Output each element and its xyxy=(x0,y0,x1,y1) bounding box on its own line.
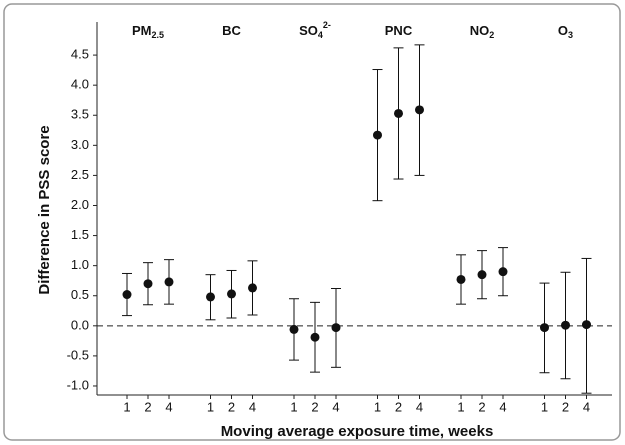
group-label-sup: 2- xyxy=(323,20,331,30)
point xyxy=(331,323,341,333)
x-tick-label: 1 xyxy=(123,399,130,414)
x-tick-label: 1 xyxy=(541,399,548,414)
x-tick-label: 1 xyxy=(290,399,297,414)
y-tick-label: -1.0 xyxy=(67,377,89,392)
point xyxy=(248,283,257,293)
point xyxy=(394,108,403,118)
group-label: NO2 xyxy=(470,23,495,40)
y-tick-label: 1.0 xyxy=(71,257,89,272)
x-tick-label: 4 xyxy=(416,399,423,414)
y-tick-label: 0.0 xyxy=(71,317,89,332)
group-label-sub: 2.5 xyxy=(151,30,164,40)
group-label-sub: 2 xyxy=(489,30,494,40)
y-tick-label: 3.0 xyxy=(71,137,89,152)
group-label-name: PM xyxy=(132,23,152,38)
x-tick-label: 4 xyxy=(332,399,339,414)
point xyxy=(456,274,466,284)
y-tick-label: 2.0 xyxy=(71,197,89,212)
point xyxy=(227,289,236,299)
y-tick-label: 3.5 xyxy=(71,107,89,122)
point xyxy=(582,320,591,330)
point xyxy=(289,324,299,334)
frame xyxy=(3,3,621,441)
x-tick-label: 2 xyxy=(311,399,318,414)
x-tick-label: 2 xyxy=(395,399,402,414)
point xyxy=(561,320,570,330)
y-axis-title: Difference in PSS score xyxy=(36,125,53,294)
point xyxy=(143,279,153,289)
x-tick-label: 2 xyxy=(228,399,235,414)
x-tick-label: 4 xyxy=(499,399,506,414)
group-label-name: SO xyxy=(299,23,318,38)
group-label: O3 xyxy=(558,23,573,40)
y-tick-label: 0.5 xyxy=(71,287,89,302)
y-tick-label: -0.5 xyxy=(67,347,89,362)
group-label-sub: 4 xyxy=(318,30,323,40)
point xyxy=(373,130,382,140)
x-tick-label: 4 xyxy=(583,399,590,414)
point xyxy=(122,290,132,300)
point xyxy=(415,105,424,115)
group-label-name: BC xyxy=(222,23,241,38)
point xyxy=(164,277,174,287)
group-label: BC xyxy=(222,23,241,38)
x-axis-title: Moving average exposure time, weeks xyxy=(221,423,494,440)
x-tick-label: 4 xyxy=(165,399,172,414)
point xyxy=(206,292,215,302)
y-tick-label: 4.0 xyxy=(71,77,89,92)
x-tick-label: 2 xyxy=(478,399,485,414)
group-label-name: NO xyxy=(470,23,490,38)
x-tick-label: 4 xyxy=(249,399,256,414)
x-tick-label: 2 xyxy=(562,399,569,414)
point xyxy=(498,267,508,277)
group-label-name: O xyxy=(558,23,568,38)
point xyxy=(477,270,487,280)
x-tick-label: 1 xyxy=(374,399,381,414)
y-tick-label: 2.5 xyxy=(71,167,89,182)
group-label: PM2.5 xyxy=(132,23,164,40)
point xyxy=(540,323,549,333)
x-tick-label: 1 xyxy=(457,399,464,414)
y-tick-label: 1.5 xyxy=(71,227,89,242)
x-tick-label: 2 xyxy=(144,399,151,414)
y-tick-label: 4.5 xyxy=(71,47,89,62)
group-label-name: PNC xyxy=(385,23,413,38)
group-label: SO42- xyxy=(299,20,331,40)
point xyxy=(310,332,320,342)
group-label: PNC xyxy=(385,23,413,38)
group-label-sub: 3 xyxy=(568,30,573,40)
x-tick-label: 1 xyxy=(207,399,214,414)
